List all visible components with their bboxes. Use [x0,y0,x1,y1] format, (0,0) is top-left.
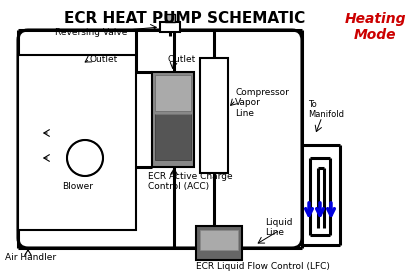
Text: Blower: Blower [62,182,93,191]
Text: Compressor
Vapor
Line: Compressor Vapor Line [235,88,289,118]
Text: ECR Active Charge
Control (ACC): ECR Active Charge Control (ACC) [148,172,233,192]
Bar [18,55,136,230]
Text: To
Manifold: To Manifold [308,100,344,119]
Text: Air Handler: Air Handler [5,253,56,262]
Text: ECR Liquid Flow Control (LFC): ECR Liquid Flow Control (LFC) [196,262,330,271]
Text: Liquid
Line: Liquid Line [265,218,292,237]
Bar [152,72,194,167]
Bar [200,58,228,173]
Text: Outlet: Outlet [168,55,196,64]
Text: Reversing Valve: Reversing Valve [55,28,127,37]
Bar [196,226,242,260]
Text: ECR HEAT PUMP SCHEMATIC: ECR HEAT PUMP SCHEMATIC [64,11,306,26]
Bar [160,22,180,32]
Text: Heating
Mode: Heating Mode [344,12,406,42]
Text: Outlet: Outlet [90,55,118,64]
Bar [200,230,238,250]
Bar [165,14,175,22]
Bar [155,114,191,160]
Bar [155,75,191,111]
